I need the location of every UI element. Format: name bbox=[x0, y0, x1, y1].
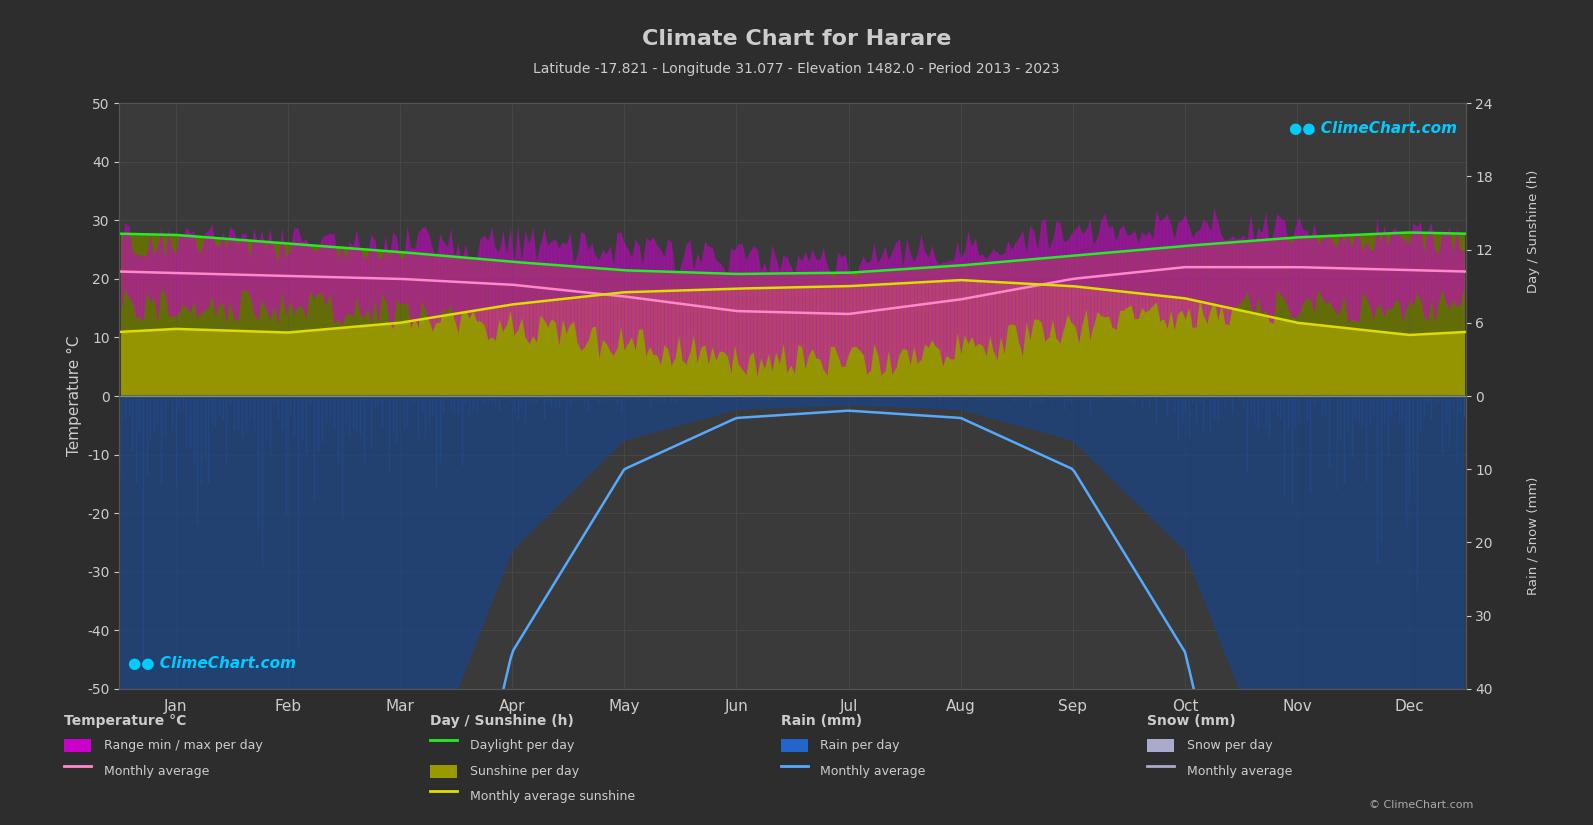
Text: Rain (mm): Rain (mm) bbox=[781, 714, 862, 728]
Text: Monthly average: Monthly average bbox=[820, 765, 926, 778]
Text: Range min / max per day: Range min / max per day bbox=[104, 739, 263, 752]
Text: Day / Sunshine (h): Day / Sunshine (h) bbox=[1526, 169, 1540, 293]
Text: Snow per day: Snow per day bbox=[1187, 739, 1273, 752]
Text: Daylight per day: Daylight per day bbox=[470, 739, 575, 752]
Text: Temperature °C: Temperature °C bbox=[64, 714, 186, 728]
Text: Sunshine per day: Sunshine per day bbox=[470, 765, 580, 778]
Text: Latitude -17.821 - Longitude 31.077 - Elevation 1482.0 - Period 2013 - 2023: Latitude -17.821 - Longitude 31.077 - El… bbox=[534, 62, 1059, 76]
Y-axis label: Temperature °C: Temperature °C bbox=[67, 336, 81, 456]
Text: Rain / Snow (mm): Rain / Snow (mm) bbox=[1526, 477, 1540, 596]
Text: Rain per day: Rain per day bbox=[820, 739, 900, 752]
Text: Day / Sunshine (h): Day / Sunshine (h) bbox=[430, 714, 573, 728]
Text: Monthly average sunshine: Monthly average sunshine bbox=[470, 790, 636, 804]
Text: Monthly average: Monthly average bbox=[104, 765, 209, 778]
Text: ●● ClimeChart.com: ●● ClimeChart.com bbox=[129, 657, 296, 672]
Text: ●● ClimeChart.com: ●● ClimeChart.com bbox=[1289, 120, 1456, 135]
Text: © ClimeChart.com: © ClimeChart.com bbox=[1368, 800, 1474, 810]
Text: Climate Chart for Harare: Climate Chart for Harare bbox=[642, 29, 951, 49]
Text: Snow (mm): Snow (mm) bbox=[1147, 714, 1236, 728]
Text: Monthly average: Monthly average bbox=[1187, 765, 1292, 778]
